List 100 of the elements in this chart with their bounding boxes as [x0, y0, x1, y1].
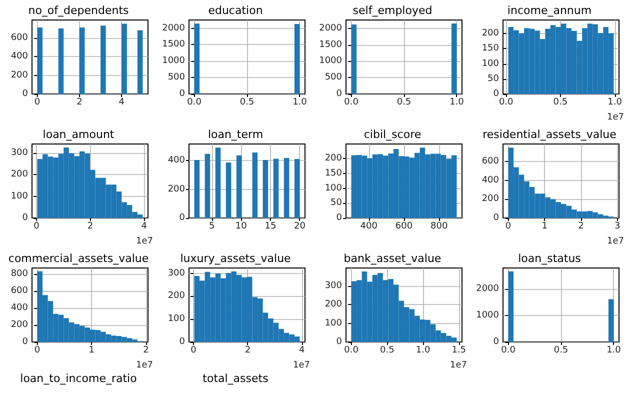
- y-tick-label: 200: [482, 194, 500, 204]
- x-tick-label: 0.0: [344, 98, 359, 108]
- x-tick-label: 0.5: [554, 346, 568, 356]
- y-tick-label: 0: [493, 89, 500, 99]
- y-tick-label: 200: [10, 70, 28, 80]
- y-tick-label: 300: [10, 148, 28, 158]
- x-tick-label: 0.5: [553, 98, 568, 108]
- y-tick-label: 400: [168, 156, 186, 166]
- y-tick-label: 50: [330, 198, 342, 208]
- chart-title: loan_term: [208, 128, 264, 141]
- y-tick-label: 200: [10, 320, 28, 330]
- x-tick-label: 600: [395, 222, 413, 232]
- y-tick-label: 600: [482, 156, 500, 167]
- x-tick-label: 0.5: [396, 98, 412, 108]
- y-tick-label: 2000: [319, 23, 342, 34]
- x-tick-label: 1.0: [450, 98, 464, 108]
- y-tick-label: 500: [324, 72, 342, 83]
- y-tick-label: 400: [482, 175, 500, 186]
- x-tick-label: 0.5: [380, 346, 394, 356]
- y-tick-label: 400: [10, 302, 28, 313]
- x-tick-label: 4: [299, 346, 306, 356]
- x-tick-label: 1.5: [452, 346, 466, 356]
- x-tick-label: 1.0: [292, 98, 308, 108]
- chart-title: commercial_assets_value: [8, 252, 149, 265]
- chart-title: luxury_assets_value: [180, 252, 292, 265]
- x-tick-label: 4: [141, 222, 148, 232]
- y-tick-label: 0: [22, 337, 28, 347]
- y-tick-label: 400: [10, 52, 28, 62]
- x-tick-label: 1.0: [606, 346, 622, 356]
- x-tick-label: 5: [208, 222, 215, 232]
- x-tick-label: 400: [360, 222, 378, 232]
- x-axis-title: 1e7: [607, 236, 624, 246]
- y-tick-label: 1500: [162, 40, 186, 50]
- chart-title: no_of_dependents: [28, 4, 130, 17]
- y-tick-label: 200: [168, 184, 186, 194]
- y-tick-label: 150: [324, 168, 342, 178]
- x-tick-label: 15: [264, 222, 276, 232]
- y-tick-label: 2000: [162, 23, 186, 34]
- chart-title: education: [208, 4, 263, 17]
- y-tick-label: 200: [10, 170, 28, 180]
- y-tick-label: 500: [168, 72, 186, 83]
- x-tick-label: 1.0: [416, 346, 430, 356]
- y-tick-label: 0: [493, 213, 500, 223]
- x-tick-label: 2: [578, 222, 584, 232]
- x-tick-label: 2: [143, 346, 149, 356]
- x-tick-label: 3: [614, 222, 620, 232]
- y-tick-label: 50: [488, 74, 500, 84]
- y-tick-label: 1000: [319, 56, 342, 66]
- y-tick-label: 0: [22, 89, 28, 99]
- chart-title: residential_assets_value: [482, 128, 617, 141]
- y-tick-label: 0: [179, 89, 186, 99]
- y-tick-label: 0: [336, 337, 342, 347]
- y-tick-label: 200: [168, 291, 186, 302]
- x-tick-label: 2: [87, 222, 94, 232]
- x-tick-label: 1: [542, 222, 548, 232]
- x-tick-label: 2: [244, 346, 251, 356]
- x-tick-label: 0.0: [344, 346, 359, 356]
- y-tick-label: 200: [482, 28, 500, 39]
- x-axis-title: 1e7: [136, 236, 154, 246]
- x-tick-label: 1.0: [608, 98, 622, 108]
- x-axis-title: 1e7: [136, 360, 154, 370]
- y-tick-label: 0: [336, 89, 342, 99]
- y-tick-label: 0: [179, 213, 186, 223]
- y-tick-label: 100: [482, 58, 500, 69]
- y-tick-label: 2000: [476, 284, 500, 294]
- y-tick-label: 300: [168, 268, 186, 278]
- x-tick-label: 10: [235, 222, 248, 232]
- chart-title: loan_status: [518, 252, 582, 265]
- y-tick-label: 200: [324, 154, 342, 164]
- y-tick-label: 1000: [476, 310, 500, 320]
- x-tick-label: 800: [430, 222, 448, 232]
- chart-title: self_employed: [352, 4, 432, 17]
- y-tick-label: 100: [324, 183, 342, 194]
- y-tick-label: 0: [336, 213, 342, 223]
- x-tick-label: 2: [76, 98, 82, 108]
- y-tick-label: 100: [168, 314, 186, 324]
- y-tick-label: 0: [22, 213, 28, 223]
- y-tick-label: 600: [10, 32, 28, 43]
- x-tick-label: 0: [34, 346, 40, 356]
- x-tick-label: 0: [190, 346, 197, 356]
- x-tick-label: 0: [505, 222, 512, 232]
- y-tick-label: 1000: [162, 56, 186, 66]
- y-tick-label: 200: [324, 300, 342, 310]
- y-tick-label: 1500: [319, 40, 342, 50]
- x-axis-title: 1e7: [607, 112, 624, 122]
- y-tick-label: 100: [324, 318, 342, 328]
- x-tick-label: 0: [34, 98, 40, 108]
- text: total_assets: [202, 372, 270, 387]
- y-tick-label: 0: [493, 337, 500, 347]
- x-tick-label: 0.0: [498, 98, 514, 108]
- x-tick-label: 20: [294, 222, 306, 232]
- y-tick-label: 100: [10, 191, 28, 202]
- chart-title: loan_amount: [42, 128, 115, 141]
- x-axis-title: 1e7: [450, 360, 468, 370]
- chart-title: cibil_score: [364, 128, 422, 141]
- x-axis-title: 1e7: [293, 360, 310, 370]
- y-tick-label: 150: [482, 44, 500, 54]
- chart-title: income_annum: [507, 4, 592, 17]
- x-tick-label: 0.0: [501, 346, 516, 356]
- text: loan_to_income_ratio: [19, 372, 138, 387]
